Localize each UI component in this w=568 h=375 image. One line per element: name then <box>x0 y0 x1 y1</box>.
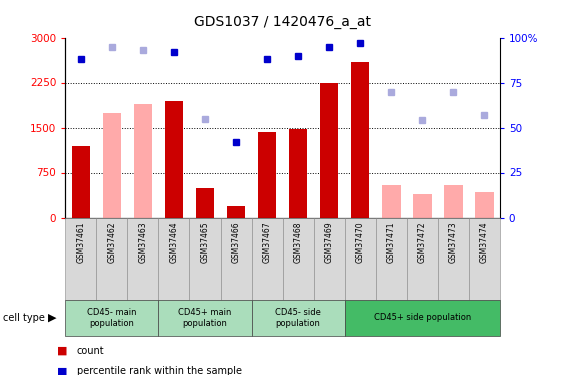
Text: CD45- side
population: CD45- side population <box>275 308 321 327</box>
Text: GSM37466: GSM37466 <box>232 222 240 263</box>
Bar <box>72 146 90 218</box>
Text: GSM37474: GSM37474 <box>480 222 489 263</box>
Bar <box>475 192 494 217</box>
Bar <box>382 184 400 218</box>
Bar <box>469 217 500 300</box>
Text: GDS1037 / 1420476_a_at: GDS1037 / 1420476_a_at <box>194 15 371 29</box>
Text: GSM37464: GSM37464 <box>169 222 178 263</box>
Bar <box>444 184 462 218</box>
Bar <box>227 206 245 218</box>
Text: GSM37468: GSM37468 <box>294 222 303 263</box>
Text: ■: ■ <box>57 346 67 355</box>
Bar <box>165 100 183 218</box>
Text: CD45- main
population: CD45- main population <box>87 308 137 327</box>
Text: GSM37471: GSM37471 <box>387 222 396 263</box>
Text: ▶: ▶ <box>48 313 57 323</box>
Text: GSM37461: GSM37461 <box>76 222 85 263</box>
Bar <box>103 112 121 218</box>
Bar <box>345 217 375 300</box>
Bar <box>345 300 500 336</box>
Text: GSM37470: GSM37470 <box>356 222 365 263</box>
Text: GSM37473: GSM37473 <box>449 222 458 263</box>
Text: GSM37472: GSM37472 <box>417 222 427 263</box>
Bar <box>252 217 283 300</box>
Bar <box>438 217 469 300</box>
Text: count: count <box>77 346 105 355</box>
Text: GSM37467: GSM37467 <box>262 222 272 263</box>
Bar <box>65 217 97 300</box>
Bar <box>158 217 190 300</box>
Bar <box>190 217 220 300</box>
Bar <box>320 82 339 218</box>
Bar <box>158 300 252 336</box>
Bar <box>252 300 345 336</box>
Text: ■: ■ <box>57 366 67 375</box>
Text: GSM37463: GSM37463 <box>139 222 148 263</box>
Text: GSM37465: GSM37465 <box>201 222 210 263</box>
Bar <box>195 188 214 218</box>
Text: GSM37462: GSM37462 <box>107 222 116 263</box>
Bar <box>127 217 158 300</box>
Bar <box>314 217 345 300</box>
Text: GSM37469: GSM37469 <box>325 222 333 263</box>
Bar <box>65 300 158 336</box>
Bar <box>97 217 127 300</box>
Text: CD45+ main
population: CD45+ main population <box>178 308 232 327</box>
Text: CD45+ side population: CD45+ side population <box>374 314 471 322</box>
Bar <box>351 62 369 217</box>
Text: percentile rank within the sample: percentile rank within the sample <box>77 366 241 375</box>
Bar <box>220 217 252 300</box>
Bar <box>258 132 277 218</box>
Text: cell type: cell type <box>3 313 45 323</box>
Bar <box>413 194 432 217</box>
Bar <box>283 217 314 300</box>
Bar <box>375 217 407 300</box>
Bar <box>133 104 152 218</box>
Bar <box>407 217 438 300</box>
Bar <box>289 129 307 217</box>
